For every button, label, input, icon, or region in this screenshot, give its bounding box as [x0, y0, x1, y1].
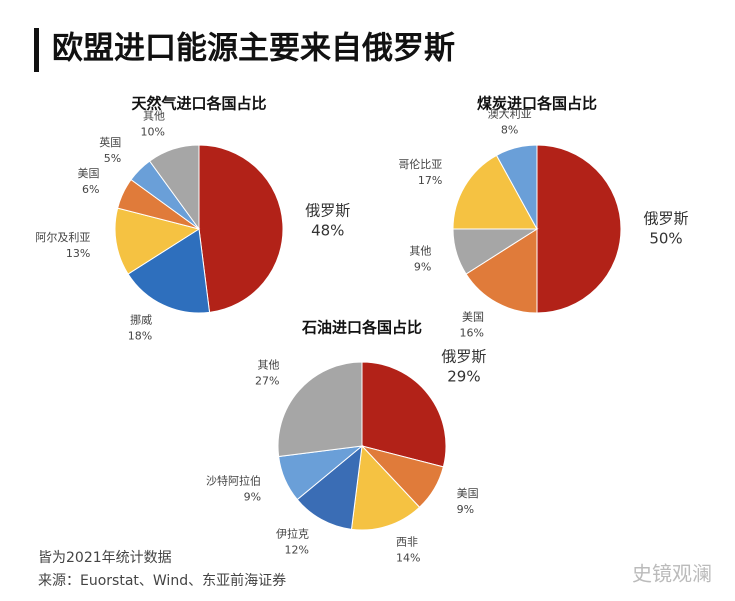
slice-label: 沙特阿拉伯: [206, 474, 261, 488]
slice-value-label: 5%: [104, 152, 121, 165]
pie-slice: [361, 361, 447, 468]
slice-label: 阿尔及利亚: [35, 231, 90, 244]
slice-value-label: 29%: [447, 367, 480, 385]
pie-title: 石油进口各国占比: [301, 319, 422, 337]
pie-slice: [114, 207, 201, 275]
slice-value-label: 9%: [457, 503, 474, 516]
slice-value-label: 12%: [285, 543, 309, 556]
slice-label: 其他: [257, 358, 279, 371]
slice-label: 英国: [99, 135, 121, 149]
slice-value-label: 27%: [255, 374, 279, 387]
watermark: 史镜观澜: [632, 562, 712, 586]
slice-label: 伊拉克: [276, 526, 309, 540]
slice-value-label: 9%: [244, 491, 261, 504]
slice-value-label: 48%: [311, 221, 344, 239]
slice-label: 其他: [143, 109, 165, 122]
slice-value-label: 14%: [396, 552, 420, 565]
slice-label: 俄罗斯: [305, 201, 350, 219]
slice-label: 俄罗斯: [441, 347, 486, 365]
pie-slice: [198, 144, 284, 313]
pie-slice: [536, 144, 622, 314]
pie-slice: [350, 444, 421, 531]
pie-slice: [465, 228, 538, 314]
slice-label: 挪威: [130, 313, 152, 327]
slice-label: 俄罗斯: [643, 210, 688, 228]
pie-slice: [495, 144, 538, 230]
slice-value-label: 16%: [460, 326, 484, 339]
note: 来源：Euorstat、Wind、东亚前海证券: [38, 572, 286, 589]
slice-label: 美国: [457, 487, 479, 500]
slice-value-label: 50%: [649, 230, 682, 248]
slice-value-label: 10%: [141, 125, 165, 138]
pie-title: 天然气进口各国占比: [131, 95, 266, 113]
pie-slice: [452, 154, 538, 230]
slice-label: 美国: [77, 167, 99, 180]
note: 皆为2021年统计数据: [38, 550, 172, 566]
slice-value-label: 17%: [418, 174, 442, 187]
slice-label: 西非: [396, 536, 418, 549]
slice-value-label: 9%: [414, 261, 431, 274]
slice-value-label: 6%: [82, 183, 99, 196]
slice-label: 哥伦比亚: [398, 157, 442, 171]
slice-label: 其他: [409, 245, 431, 258]
title-bar: [34, 28, 39, 72]
slice-value-label: 13%: [66, 247, 90, 260]
page-title: 欧盟进口能源主要来自俄罗斯: [52, 31, 455, 67]
slice-label: 美国: [462, 310, 484, 323]
slice-value-label: 18%: [128, 330, 152, 343]
slice-value-label: 8%: [501, 123, 518, 136]
pie-slice: [277, 361, 363, 458]
pie-slice: [127, 228, 211, 314]
pie-slice: [296, 444, 363, 530]
pie-slice: [148, 144, 200, 231]
pie-title: 煤炭进口各国占比: [477, 95, 597, 113]
slice-label: 澳大利亚: [488, 106, 532, 120]
